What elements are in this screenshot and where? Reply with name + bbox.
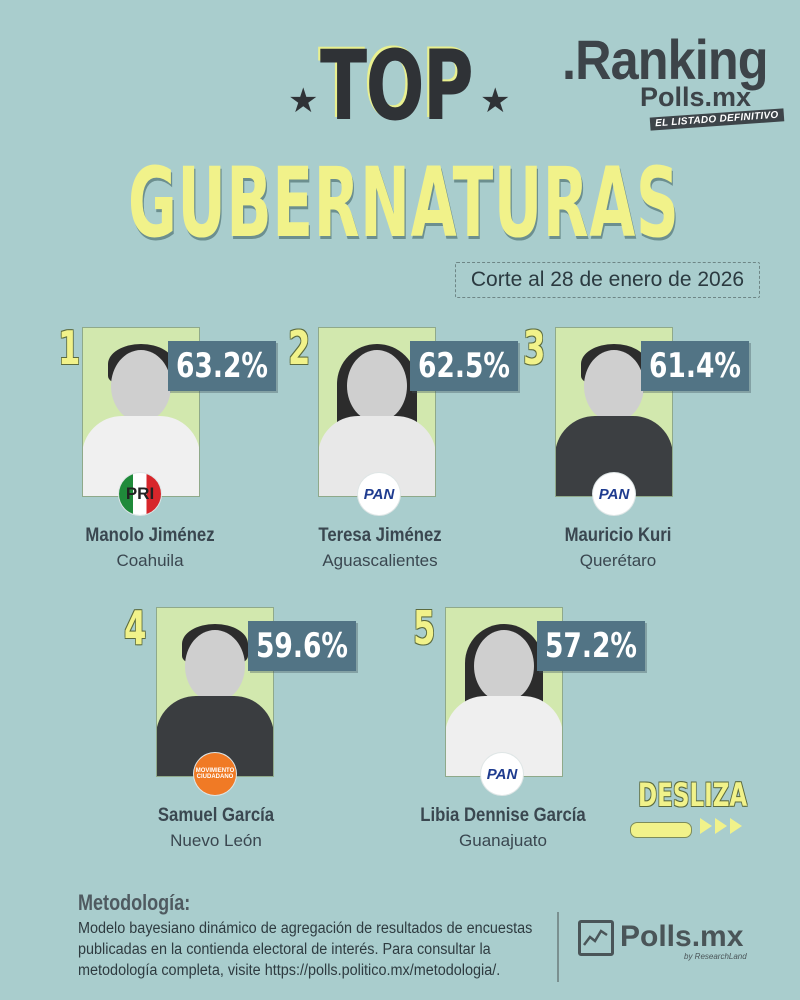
rank-number: 2: [288, 321, 311, 375]
candidate-state: Nuevo León: [170, 831, 262, 850]
polls-mx-logo: Polls.mx: [620, 920, 744, 953]
chart-box-icon: [578, 920, 614, 956]
title-top: TOP: [320, 30, 474, 142]
candidate-card-3: 3 61.4% PAN Mauricio Kuri Querétaro: [523, 325, 763, 575]
candidate-state: Guanajuato: [459, 831, 547, 850]
title-gubernaturas: GUBERNATURAS: [128, 147, 680, 259]
candidate-name: Samuel García: [157, 805, 275, 826]
candidate-state: Coahuila: [116, 551, 184, 570]
pri-party-icon: PRI: [119, 473, 161, 515]
arrow-right-triple-icon[interactable]: [700, 818, 742, 834]
swipe-progress-bar: [630, 822, 692, 838]
pan-party-icon: PAN: [481, 753, 523, 795]
candidate-card-1: 1 63.2% PRI Manolo Jiménez Coahuila: [58, 325, 298, 575]
footer-divider: [557, 912, 559, 982]
candidate-name: Teresa Jiménez: [318, 525, 442, 546]
candidate-state: Aguascalientes: [322, 551, 438, 570]
swipe-label[interactable]: DESLIZA: [638, 776, 748, 814]
methodology-body: Modelo bayesiano dinámico de agregación …: [78, 920, 533, 979]
star-left-icon: ★: [288, 82, 319, 120]
ranking-logo-polls: Polls.mx: [640, 82, 752, 112]
candidate-name: Mauricio Kuri: [564, 525, 672, 546]
pan-party-icon: PAN: [593, 473, 635, 515]
candidate-name: Manolo Jiménez: [85, 525, 215, 546]
candidate-card-2: 2 62.5% PAN Teresa Jiménez Aguascaliente…: [288, 325, 528, 575]
rank-number: 1: [58, 321, 81, 375]
rank-number: 4: [124, 601, 147, 655]
rank-number: 3: [523, 321, 546, 375]
polls-mx-sub: by ResearchLand: [684, 952, 747, 961]
movimiento-ciudadano-party-icon: MOVIMIENTO CIUDADANO: [194, 753, 236, 795]
candidate-card-5: 5 57.2% PAN Libia Dennise García Guanaju…: [413, 605, 653, 855]
pan-party-icon: PAN: [358, 473, 400, 515]
ranking-logo: .Ranking: [562, 28, 769, 91]
percent-badge: 57.2%: [537, 621, 645, 671]
candidate-card-4: 4 59.6% MOVIMIENTO CIUDADANO Samuel Garcí…: [124, 605, 364, 855]
star-right-icon: ★: [480, 82, 511, 120]
candidate-photo: [318, 327, 436, 497]
cutoff-date: Corte al 28 de enero de 2026: [455, 262, 760, 298]
percent-badge: 59.6%: [248, 621, 356, 671]
candidate-name: Libia Dennise García: [420, 805, 586, 826]
percent-badge: 62.5%: [410, 341, 518, 391]
candidate-state: Querétaro: [579, 551, 657, 570]
rank-number: 5: [413, 601, 436, 655]
percent-badge: 63.2%: [168, 341, 276, 391]
methodology-title: Metodología:: [78, 890, 191, 915]
percent-badge: 61.4%: [641, 341, 749, 391]
